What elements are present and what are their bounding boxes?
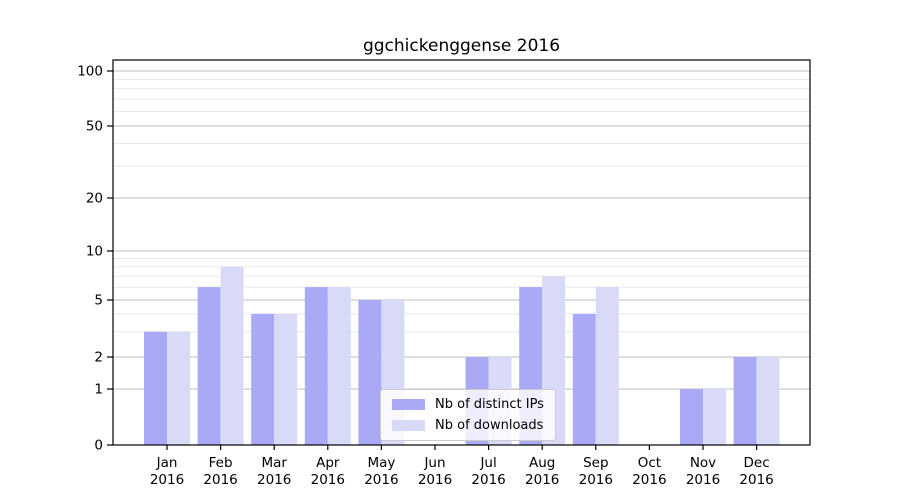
x-tick-label-month-feb: Feb: [209, 455, 233, 471]
x-tick-label-year-mar: 2016: [257, 472, 291, 488]
x-tick-label-month-oct: Oct: [638, 455, 661, 471]
x-tick-label-month-apr: Apr: [316, 455, 340, 471]
bar-nb-of-distinct-ips-sep[interactable]: [572, 313, 596, 445]
x-tick-label-month-nov: Nov: [690, 455, 716, 471]
legend-swatch-distinct-ips-icon: [392, 399, 425, 410]
x-tick-label-year-feb: 2016: [203, 472, 237, 488]
legend-item-downloads: Nb of downloads: [392, 418, 544, 433]
x-tick-label-year-jan: 2016: [150, 472, 184, 488]
bar-nb-of-downloads-sep[interactable]: [595, 287, 619, 445]
bar-nb-of-distinct-ips-may[interactable]: [358, 300, 382, 445]
y-tick-label-20: 20: [86, 191, 103, 207]
plot-border: [112, 59, 811, 446]
x-tick-label-year-oct: 2016: [632, 472, 666, 488]
y-tick-label-2: 2: [94, 350, 103, 366]
bar-nb-of-distinct-ips-nov[interactable]: [680, 389, 703, 445]
legend: Nb of distinct IPs Nb of downloads: [380, 389, 556, 441]
bar-nb-of-downloads-nov[interactable]: [703, 389, 726, 445]
bar-nb-of-downloads-feb[interactable]: [220, 266, 244, 445]
x-tick-label-month-jul: Jul: [479, 455, 496, 471]
y-tick-label-5: 5: [94, 293, 103, 309]
bar-nb-of-distinct-ips-feb[interactable]: [197, 287, 221, 445]
bar-nb-of-distinct-ips-apr[interactable]: [304, 287, 328, 445]
x-tick-label-month-may: May: [367, 455, 395, 471]
y-tick-label-10: 10: [86, 244, 103, 260]
legend-label-distinct-ips: Nb of distinct IPs: [435, 397, 544, 412]
y-tick-label-0: 0: [94, 438, 103, 454]
legend-swatch-downloads-icon: [392, 420, 425, 431]
bar-nb-of-distinct-ips-jan[interactable]: [144, 331, 167, 445]
x-tick-label-year-aug: 2016: [525, 472, 559, 488]
chart-title: ggchickenggense 2016: [362, 36, 561, 56]
y-tick-label-100: 100: [77, 64, 103, 80]
x-tick-label-year-jun: 2016: [418, 472, 452, 488]
y-tick-label-50: 50: [86, 119, 103, 135]
x-tick-label-month-jan: Jan: [156, 455, 178, 471]
bar-nb-of-distinct-ips-dec[interactable]: [733, 357, 757, 445]
bar-nb-of-downloads-jan[interactable]: [167, 331, 190, 445]
x-tick-label-year-dec: 2016: [739, 472, 773, 488]
legend-item-distinct-ips: Nb of distinct IPs: [392, 397, 544, 412]
x-tick-label-month-sep: Sep: [583, 455, 608, 471]
bar-nb-of-distinct-ips-mar[interactable]: [251, 313, 275, 445]
x-tick-label-month-jun: Jun: [423, 455, 445, 471]
x-tick-label-year-sep: 2016: [579, 472, 613, 488]
bar-nb-of-downloads-mar[interactable]: [274, 313, 298, 445]
y-tick-label-1: 1: [94, 382, 103, 398]
x-tick-label-month-dec: Dec: [744, 455, 770, 471]
legend-label-downloads: Nb of downloads: [435, 418, 544, 433]
bar-nb-of-downloads-apr[interactable]: [327, 287, 351, 445]
x-tick-label-year-jul: 2016: [471, 472, 505, 488]
x-tick-label-month-mar: Mar: [261, 455, 287, 471]
x-tick-label-year-may: 2016: [364, 472, 398, 488]
x-tick-label-year-nov: 2016: [686, 472, 720, 488]
x-tick-label-year-apr: 2016: [311, 472, 345, 488]
bar-nb-of-downloads-dec[interactable]: [756, 357, 780, 445]
x-tick-label-month-aug: Aug: [529, 455, 555, 471]
